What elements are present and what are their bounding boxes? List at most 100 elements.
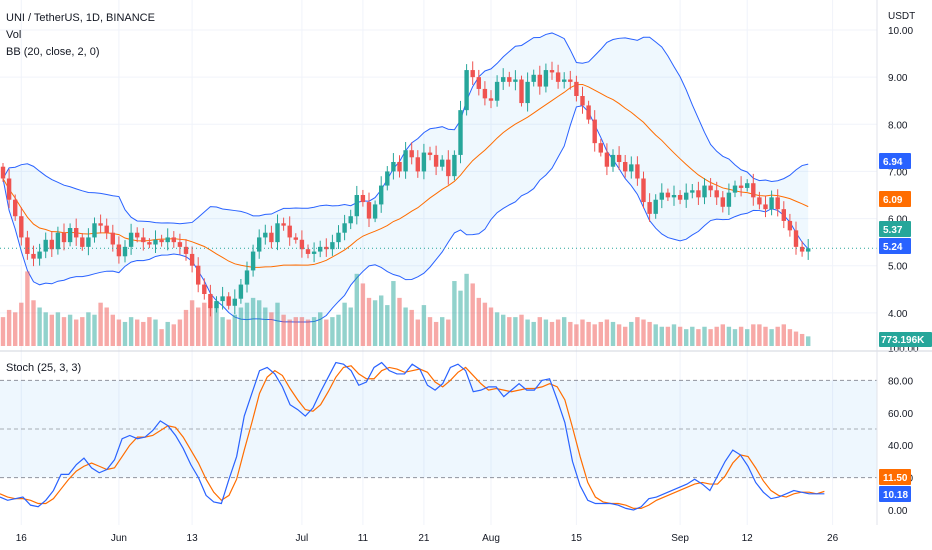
volume-bar[interactable] [659,326,664,346]
volume-bar[interactable] [793,331,799,346]
candle-body[interactable] [202,284,207,294]
candle-body[interactable] [342,223,347,233]
candle-body[interactable] [446,159,451,177]
volume-bar[interactable] [366,297,372,346]
candle-body[interactable] [177,242,183,247]
volume-bar[interactable] [458,290,463,346]
volume-bar[interactable] [488,307,494,347]
volume-bar[interactable] [6,309,12,346]
volume-bar[interactable] [714,326,719,346]
candle-body[interactable] [269,232,274,243]
candle-body[interactable] [391,162,396,172]
candle-body[interactable] [226,296,231,306]
candle-body[interactable] [135,232,140,238]
volume-bar[interactable] [415,319,420,346]
candle-body[interactable] [67,228,73,243]
candle-body[interactable] [677,195,683,200]
volume-bar[interactable] [31,300,36,346]
volume-bar[interactable] [98,302,103,346]
stoch-d-line[interactable] [0,365,825,509]
candle-body[interactable] [324,246,329,250]
candle-body[interactable] [623,162,628,172]
stoch-label[interactable]: Stoch (25, 3, 3) [6,362,81,374]
volume-bar[interactable] [757,324,762,346]
volume-bar[interactable] [702,326,707,346]
volume-bar[interactable] [598,321,603,346]
candle-body[interactable] [311,251,317,254]
candle-body[interactable] [0,166,6,179]
candle-body[interactable] [458,110,463,155]
volume-bar[interactable] [43,312,48,346]
volume-bar[interactable] [562,317,567,346]
candle-body[interactable] [421,152,427,172]
candle-body[interactable] [708,185,713,191]
volume-bar[interactable] [610,321,616,346]
candle-body[interactable] [507,77,512,82]
candle-body[interactable] [793,230,799,247]
candle-body[interactable] [397,162,402,172]
volume-bar[interactable] [775,326,780,346]
candle-body[interactable] [37,251,42,259]
candle-body[interactable] [787,220,793,231]
volume-bar[interactable] [147,317,152,346]
bb-label[interactable]: BB (20, close, 2, 0) [6,46,100,58]
candle-body[interactable] [330,242,335,250]
candle-body[interactable] [671,195,677,198]
candle-body[interactable] [781,209,786,221]
volume-bar[interactable] [476,297,481,346]
candle-body[interactable] [738,185,744,188]
candle-body[interactable] [629,164,634,172]
candle-body[interactable] [531,74,536,82]
candle-body[interactable] [537,74,542,87]
volume-bar[interactable] [433,321,439,346]
candle-body[interactable] [592,119,597,144]
volume-bar[interactable] [623,326,628,346]
candle-body[interactable] [122,246,128,257]
volume-bar[interactable] [153,319,158,346]
volume-bar[interactable] [55,312,61,346]
volume-bar[interactable] [391,281,396,346]
volume-bar[interactable] [372,300,378,346]
candle-body[interactable] [31,253,36,259]
candle-body[interactable] [25,237,30,254]
volume-bar[interactable] [104,307,109,347]
volume-bar[interactable] [189,300,195,346]
candle-body[interactable] [318,246,323,252]
volume-bar[interactable] [13,312,18,346]
candle-body[interactable] [586,105,591,120]
candle-body[interactable] [452,154,457,177]
volume-bar[interactable] [665,326,671,346]
candle-body[interactable] [714,190,719,198]
volume-bar[interactable] [696,329,701,346]
volume-bar[interactable] [799,333,805,346]
candle-body[interactable] [128,232,134,247]
volume-bar[interactable] [196,307,201,347]
candle-body[interactable] [610,154,616,167]
volume-bar[interactable] [299,317,305,346]
volume-bar[interactable] [135,319,140,346]
candle-body[interactable] [189,253,195,266]
volume-bar[interactable] [403,307,408,347]
volume-bar[interactable] [0,317,6,346]
candle-body[interactable] [250,251,256,271]
volume-bar[interactable] [379,295,384,346]
volume-bar[interactable] [604,319,610,346]
volume-bar[interactable] [568,321,573,346]
volume-bar[interactable] [745,329,750,346]
volume-bar[interactable] [677,326,683,346]
candle-body[interactable] [543,70,549,87]
candle-body[interactable] [751,183,756,198]
candle-body[interactable] [641,178,646,203]
volume-bar[interactable] [616,324,622,346]
volume-bar[interactable] [751,324,756,346]
volume-bar[interactable] [726,326,732,346]
volume-bar[interactable] [464,273,469,346]
volume-bar[interactable] [122,321,128,346]
volume-bar[interactable] [519,314,524,346]
volume-bar[interactable] [336,314,341,346]
candle-body[interactable] [763,204,768,210]
candle-body[interactable] [366,202,372,219]
volume-bar[interactable] [531,321,536,346]
candle-body[interactable] [299,239,305,250]
candle-body[interactable] [684,192,689,200]
